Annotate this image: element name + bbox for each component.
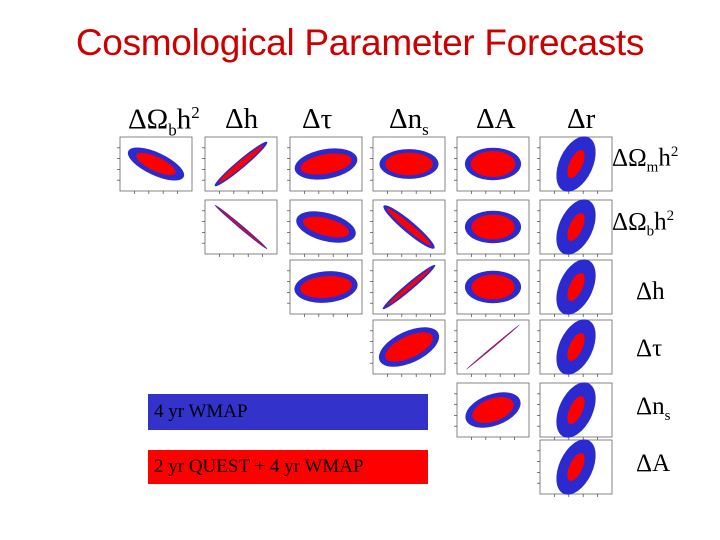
- panel-ticks: [370, 330, 431, 377]
- ellipse-quest-wmap: [471, 274, 515, 300]
- ellipse-quest-wmap: [386, 208, 432, 246]
- row-label-n-s: Δns: [636, 393, 671, 424]
- panel-ticks: [370, 210, 431, 257]
- panel-ticks: [287, 270, 348, 317]
- row-label-tau: Δτ: [636, 335, 663, 362]
- panel-ticks: [537, 210, 598, 257]
- panel-ticks: [370, 270, 431, 317]
- panel-r4-c4: [454, 382, 530, 440]
- column-label-a: ΔA: [476, 103, 516, 135]
- ellipse-quest-wmap: [470, 151, 516, 177]
- page-title: Cosmological Parameter Forecasts: [75, 22, 645, 63]
- ellipse-quest-wmap: [300, 153, 352, 175]
- panel-ticks: [117, 147, 178, 194]
- panel-r0-c2: [287, 136, 363, 194]
- ellipse-quest-wmap: [472, 397, 514, 423]
- ellipse-quest-wmap: [216, 206, 266, 248]
- row-label-omega-b-h2: ΔΩbh2: [612, 208, 675, 240]
- legend-quest: 2 yr QUEST + 4 yr WMAP: [148, 450, 428, 484]
- panel-r1-c1: [202, 199, 278, 257]
- column-label-tau: Δτ: [302, 103, 333, 135]
- ellipse-quest-wmap: [567, 453, 585, 481]
- ellipse-quest-wmap: [300, 276, 352, 298]
- panel-ticks: [537, 147, 598, 194]
- panel-ticks: [537, 270, 598, 317]
- panel-ticks: [454, 393, 515, 440]
- panel-r0-c4: [454, 136, 530, 194]
- panel-r0-c5: [537, 136, 613, 194]
- column-label-r: Δr: [567, 103, 596, 135]
- ellipse-quest-wmap: [567, 213, 585, 241]
- panel-r2-c2: [287, 259, 363, 317]
- panel-ticks: [537, 450, 598, 497]
- panel-ticks: [454, 210, 515, 257]
- panel-ticks: [370, 147, 431, 194]
- panel-ticks: [287, 147, 348, 194]
- ellipse-quest-wmap: [567, 396, 585, 424]
- panel-r0-c1: [202, 136, 278, 194]
- panel-r1-c5: [537, 199, 613, 257]
- panel-ticks: [287, 210, 348, 257]
- column-label-h: Δh: [225, 103, 259, 135]
- ellipse-quest-wmap: [218, 145, 264, 183]
- panel-ticks: [454, 330, 515, 377]
- column-label-omega-b-h2: ΔΩbh2: [128, 103, 200, 140]
- panel-r3-c3: [370, 319, 446, 377]
- panel-ticks: [454, 147, 515, 194]
- ellipse-quest-wmap: [136, 152, 176, 176]
- panel-r3-c5: [537, 319, 613, 377]
- panel-ticks: [202, 210, 263, 257]
- panel-r2-c3: [370, 259, 446, 317]
- row-label-omega-m-h2: ΔΩmh2: [612, 144, 679, 176]
- panel-ticks: [202, 147, 263, 194]
- panel-r3-c4: [454, 319, 530, 377]
- panel-ticks: [454, 270, 515, 317]
- panel-r5-c5: [537, 439, 613, 497]
- panel-r2-c5: [537, 259, 613, 317]
- panel-r2-c4: [454, 259, 530, 317]
- ellipse-quest-wmap: [385, 152, 433, 176]
- panel-r4-c5: [537, 382, 613, 440]
- panel-r1-c2: [287, 199, 363, 257]
- column-label-n-s: Δns: [389, 103, 429, 139]
- panel-r0-c0: [117, 136, 193, 194]
- row-label-a: ΔA: [636, 450, 671, 477]
- ellipse-quest-wmap: [567, 333, 585, 361]
- panel-r1-c3: [370, 199, 446, 257]
- ellipse-quest-wmap: [386, 268, 432, 306]
- row-label-h: Δh: [636, 278, 665, 305]
- ellipse-quest-wmap: [302, 216, 350, 238]
- ellipse-quest-wmap: [468, 326, 518, 368]
- panel-r0-c3: [370, 136, 446, 194]
- panel-r1-c4: [454, 199, 530, 257]
- ellipse-quest-wmap: [567, 150, 585, 178]
- legend-wmap: 4 yr WMAP: [148, 394, 428, 430]
- ellipse-quest-wmap: [385, 332, 433, 362]
- ellipse-quest-wmap: [471, 214, 515, 240]
- ellipse-quest-wmap: [567, 273, 585, 301]
